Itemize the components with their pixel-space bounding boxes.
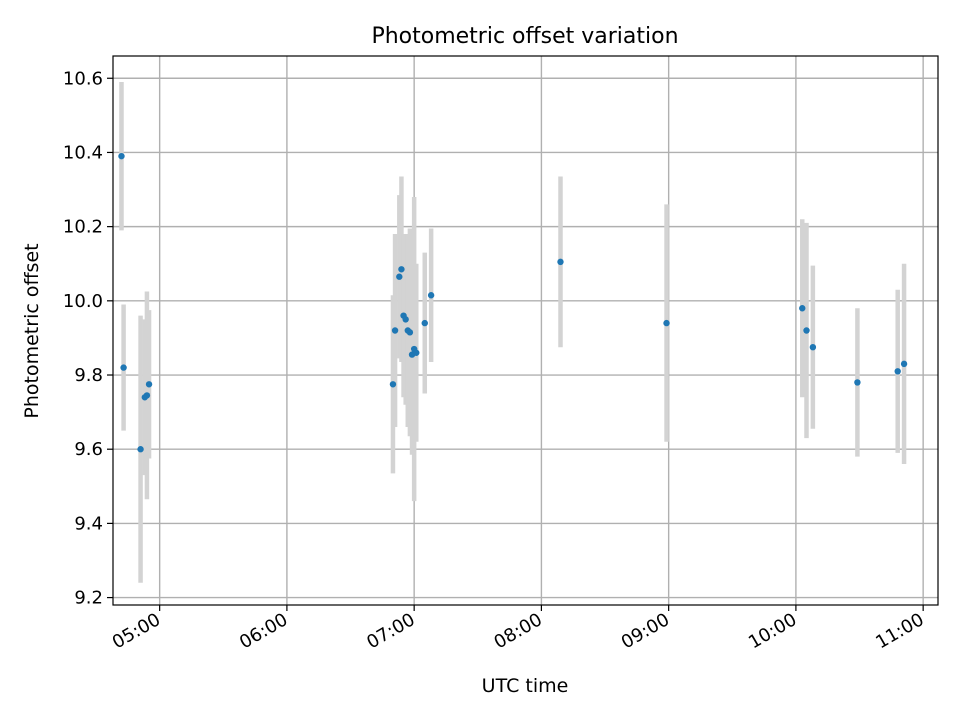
y-tick-label: 10.0 [63, 291, 103, 312]
data-point [120, 364, 127, 371]
data-point [900, 360, 908, 368]
data-point [143, 392, 151, 399]
data-point [421, 319, 428, 327]
data-point [391, 327, 399, 334]
data-point [413, 349, 420, 356]
data-point [663, 319, 670, 327]
y-tick-label: 10.6 [63, 68, 103, 89]
data-point [396, 273, 403, 280]
y-tick-label: 9.4 [74, 513, 103, 534]
data-point [894, 368, 901, 375]
y-tick-label: 10.4 [63, 142, 103, 163]
point-layer [118, 152, 908, 453]
data-point [145, 381, 153, 388]
data-point [389, 381, 397, 388]
y-axis-label: Photometric offset [21, 243, 43, 418]
data-point [402, 316, 409, 323]
data-point [118, 152, 125, 160]
chart-title: Photometric offset variation [371, 24, 678, 49]
y-tick-label: 9.6 [74, 439, 103, 460]
x-axis-label: UTC time [482, 675, 569, 697]
data-point [803, 327, 810, 334]
plot-frame [112, 55, 939, 606]
y-tick-label: 9.2 [74, 588, 103, 609]
y-tick-label: 9.8 [74, 365, 103, 386]
data-point [137, 446, 144, 453]
y-tick-label: 10.2 [63, 217, 103, 238]
data-point [854, 379, 861, 386]
data-point [557, 258, 564, 266]
data-point [398, 266, 405, 273]
data-point [427, 292, 435, 299]
data-point [809, 343, 817, 351]
data-point [406, 329, 414, 336]
data-point [799, 305, 806, 312]
